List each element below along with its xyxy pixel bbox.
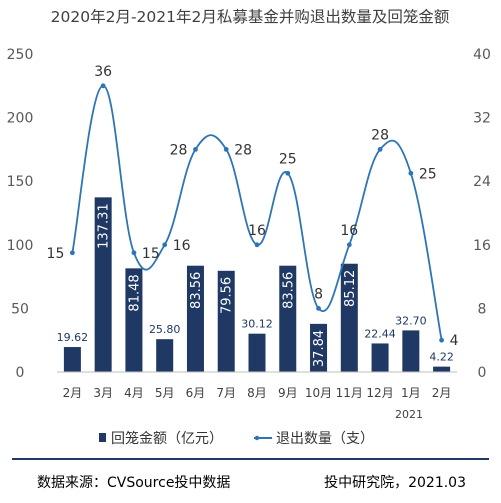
bar-value-label: 37.84 — [312, 330, 327, 367]
bar-value-label: 4.22 — [429, 351, 454, 364]
line-value-label: 16 — [173, 238, 191, 254]
right-axis-tick: 16 — [473, 238, 491, 254]
line-value-label: 4 — [450, 333, 459, 349]
bar-value-label: 83.56 — [281, 272, 296, 309]
line-point — [69, 250, 75, 256]
x-axis-tick: 2月 — [63, 386, 83, 400]
left-axis-tick: 250 — [7, 47, 34, 63]
x-axis-tick: 9月 — [278, 386, 298, 400]
right-axis-tick: 8 — [478, 301, 487, 317]
bar-value-label: 19.62 — [57, 331, 89, 344]
line-point — [254, 242, 260, 248]
left-axis-tick: 50 — [11, 301, 29, 317]
bar-value-label: 85.12 — [343, 270, 358, 307]
x-axis-tick: 1月 — [401, 386, 421, 400]
x-axis-tick: 10月 — [305, 386, 332, 400]
x-axis-tick: 11月 — [336, 386, 363, 400]
footer-credit: 投中研究院，2021.03 — [324, 475, 466, 491]
bar-value-label: 137.31 — [97, 203, 112, 249]
left-axis: 0 50 100 150 200 250 — [7, 47, 34, 381]
left-axis-tick: 0 — [16, 365, 25, 381]
bar — [310, 323, 328, 372]
line-point — [316, 306, 321, 311]
bar-value-label: 32.70 — [395, 314, 427, 327]
bar — [63, 347, 81, 372]
right-axis-tick: 32 — [473, 111, 491, 127]
line-value-label: 36 — [94, 64, 112, 80]
legend-bar-swatch — [99, 433, 106, 442]
line-value-label: 15 — [47, 246, 65, 262]
x-axis-tick: 6月 — [186, 386, 206, 400]
bar — [125, 268, 143, 372]
legend-line-marker — [254, 435, 260, 441]
bar — [402, 330, 420, 372]
line-point — [193, 147, 198, 152]
x-axis-tick: 2月 — [432, 386, 452, 400]
bar-value-label: 22.44 — [364, 327, 396, 340]
left-axis-tick: 150 — [7, 174, 34, 190]
x-axis: 2月 3月 4月 5月 6月 7月 8月 9月 10月 11月 12月 1月 2月 — [57, 371, 457, 400]
line-point — [285, 170, 291, 176]
right-axis-tick: 40 — [473, 47, 491, 63]
x-axis-tick: 4月 — [124, 386, 144, 400]
line-value-label: 28 — [170, 142, 188, 158]
bar-label-group: 19.62 137.31 81.48 25.80 83.56 79.56 30.12 83.5… — [57, 203, 454, 367]
bar — [433, 366, 451, 372]
legend-bar-label: 回笼金额（亿元） — [111, 430, 223, 447]
bar — [217, 270, 235, 372]
bar — [186, 265, 204, 372]
line-point — [223, 147, 229, 152]
bar-value-label: 81.48 — [127, 274, 142, 311]
line-value-label: 15 — [142, 246, 160, 262]
line-value-label: 25 — [279, 151, 297, 167]
right-axis-tick: 24 — [473, 174, 491, 190]
bar-value-label: 25.80 — [149, 323, 181, 336]
line-point — [346, 242, 352, 248]
legend: 回笼金额（亿元） 退出数量（支） — [99, 430, 374, 447]
year-label: 2021 — [395, 408, 423, 421]
x-axis-tick: 8月 — [247, 386, 267, 400]
footer-source: 数据来源：CVSource投中数据 — [37, 475, 230, 491]
x-axis-tick: 12月 — [366, 386, 393, 400]
line-value-label: 28 — [234, 142, 252, 158]
left-axis-tick: 100 — [7, 238, 34, 254]
bar-value-label: 79.56 — [220, 277, 235, 314]
line-value-label: 16 — [248, 223, 266, 239]
bar-value-label: 30.12 — [241, 318, 273, 331]
x-axis-tick: 3月 — [93, 386, 113, 400]
line-point — [162, 242, 168, 248]
line-point — [439, 337, 445, 343]
bar-series — [63, 197, 451, 372]
line-point — [408, 170, 414, 176]
bar-value-label: 83.56 — [189, 272, 204, 309]
line-label-group: 15 36 15 16 28 28 16 25 8 16 28 25 4 — [47, 64, 459, 349]
left-axis-tick: 200 — [7, 111, 34, 127]
line-point — [100, 83, 106, 89]
bar — [248, 333, 266, 372]
legend-line-label: 退出数量（支） — [276, 431, 374, 447]
line-point — [131, 250, 137, 256]
line-value-label: 28 — [371, 127, 389, 143]
right-axis-tick: 0 — [478, 365, 487, 381]
line-value-label: 25 — [419, 166, 437, 182]
line-value-label: 16 — [340, 223, 358, 239]
x-axis-tick: 7月 — [216, 386, 236, 400]
chart-title: 2020年2月-2021年2月私募基金并购退出数量及回笼金额 — [51, 8, 450, 26]
line-point — [377, 147, 383, 152]
right-axis: 0 8 16 24 32 40 — [473, 47, 491, 381]
bar — [94, 197, 112, 372]
bar — [340, 263, 358, 372]
line-series — [69, 83, 445, 343]
line-value-label: 8 — [314, 286, 323, 302]
bar — [371, 343, 389, 372]
bar — [279, 265, 297, 372]
x-axis-tick: 5月 — [155, 386, 175, 400]
bar — [156, 339, 174, 372]
